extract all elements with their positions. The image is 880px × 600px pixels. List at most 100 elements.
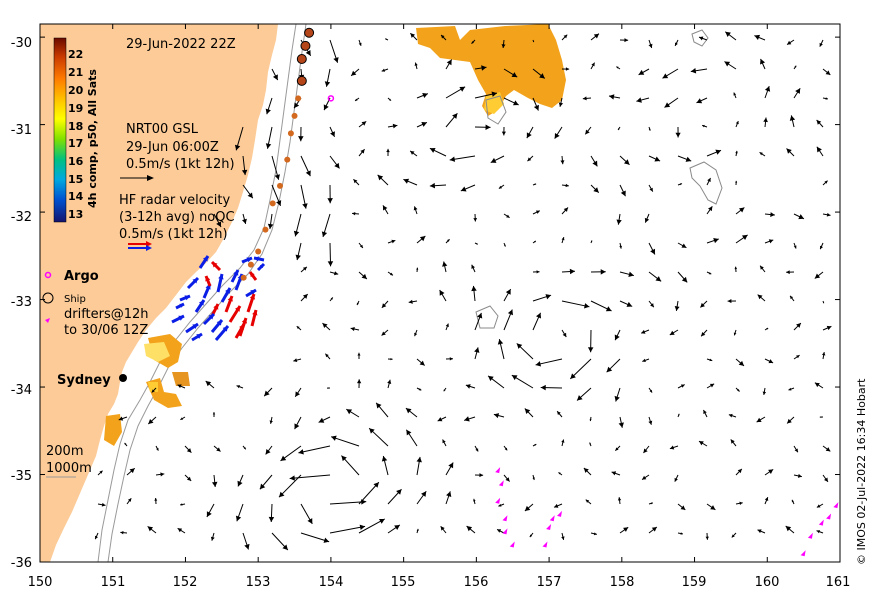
current-vector (587, 329, 594, 353)
current-vector (816, 530, 824, 534)
x-axis-labels: 150 151 152 153 154 155 156 157 158 159 … (28, 575, 851, 590)
current-vector (298, 445, 331, 455)
current-vector (677, 503, 686, 511)
current-vector (590, 300, 612, 312)
current-vector (503, 213, 510, 219)
current-vector (501, 39, 506, 49)
current-vector (403, 178, 418, 186)
current-vector (822, 325, 832, 331)
current-vector (318, 416, 331, 423)
current-vector (648, 502, 654, 505)
current-vector (377, 174, 389, 186)
current-vector (764, 85, 771, 99)
hf-radar-vector (230, 269, 240, 283)
y-tick-label: -34 (11, 383, 32, 398)
current-vector (583, 467, 592, 476)
current-vector (733, 329, 737, 336)
current-vector (793, 322, 802, 331)
colorbar-tick: 21 (68, 66, 83, 79)
hf-radar-vector (202, 312, 216, 326)
current-vector (619, 38, 629, 43)
current-vector (677, 532, 684, 535)
ship-position (304, 27, 315, 38)
sydney-marker (119, 374, 127, 382)
current-vector (822, 474, 829, 483)
current-vector (474, 445, 479, 452)
current-vector (120, 531, 128, 535)
hf-radar-vector (198, 255, 210, 269)
current-vector (619, 184, 626, 197)
current-vector (816, 503, 824, 508)
current-vector (590, 33, 600, 41)
current-vector (329, 271, 339, 276)
ship-position (240, 274, 247, 281)
current-vector (556, 410, 563, 418)
current-vector (735, 387, 740, 392)
current-vector (503, 68, 518, 78)
current-vector (642, 358, 650, 363)
current-vector (582, 96, 592, 101)
current-vector (677, 242, 687, 249)
x-tick-label: 152 (173, 575, 198, 590)
current-vector (822, 300, 825, 304)
current-vector (387, 123, 398, 129)
current-vector (210, 532, 215, 541)
current-vector (268, 503, 275, 523)
current-vector (329, 524, 366, 534)
axis-ticks (39, 24, 841, 563)
current-vector (358, 120, 367, 128)
current-vector (618, 416, 624, 428)
current-vector (440, 34, 447, 41)
current-vector (493, 413, 505, 419)
hf-radar-vector (246, 293, 256, 313)
current-vector (619, 271, 634, 277)
current-vector (213, 213, 222, 228)
drifter-position (498, 480, 504, 487)
current-vector (184, 474, 192, 482)
current-vector (731, 532, 737, 538)
drifter-position (807, 532, 813, 539)
drifter-legend-icon (45, 318, 50, 323)
current-vector (703, 409, 708, 418)
current-vector (757, 529, 766, 534)
current-vector (786, 148, 795, 157)
hf-radar-vector (228, 305, 242, 323)
current-vector (474, 312, 483, 331)
current-vector (429, 147, 447, 157)
x-tick-label: 159 (682, 575, 707, 590)
drifter-position (800, 550, 806, 557)
current-vector (590, 62, 595, 70)
current-vector (764, 327, 769, 331)
current-vector (648, 526, 658, 534)
current-vector (151, 387, 157, 393)
current-vector (242, 445, 247, 450)
nrt-legend: NRT00 GSL 29-Jun 06:00Z 0.5m/s (1kt 12h) (120, 122, 235, 181)
current-vector (387, 524, 401, 534)
current-vector (532, 240, 537, 244)
current-vector (793, 473, 802, 478)
current-vector (532, 97, 539, 111)
current-vector (560, 155, 565, 165)
x-tick-label: 160 (755, 575, 780, 590)
colorbar-tick: 18 (68, 120, 83, 133)
current-vector (358, 271, 368, 280)
current-vector (465, 384, 476, 389)
current-vector (97, 470, 103, 476)
current-vector (409, 32, 418, 41)
current-vector (614, 329, 621, 341)
hf-radar-vector (253, 256, 265, 262)
hf-radar-vector (194, 299, 206, 313)
current-vector (735, 150, 738, 157)
current-vector (760, 58, 766, 70)
current-vector (300, 266, 308, 273)
current-vector (606, 358, 621, 373)
ship-position (255, 248, 262, 255)
current-vector (822, 180, 828, 186)
current-vector (474, 473, 484, 478)
current-vector (375, 402, 389, 418)
current-vector (265, 97, 273, 115)
hf-radar-vector (210, 319, 224, 333)
current-vector (445, 86, 466, 99)
current-vector (271, 184, 282, 207)
current-vector (735, 234, 748, 244)
